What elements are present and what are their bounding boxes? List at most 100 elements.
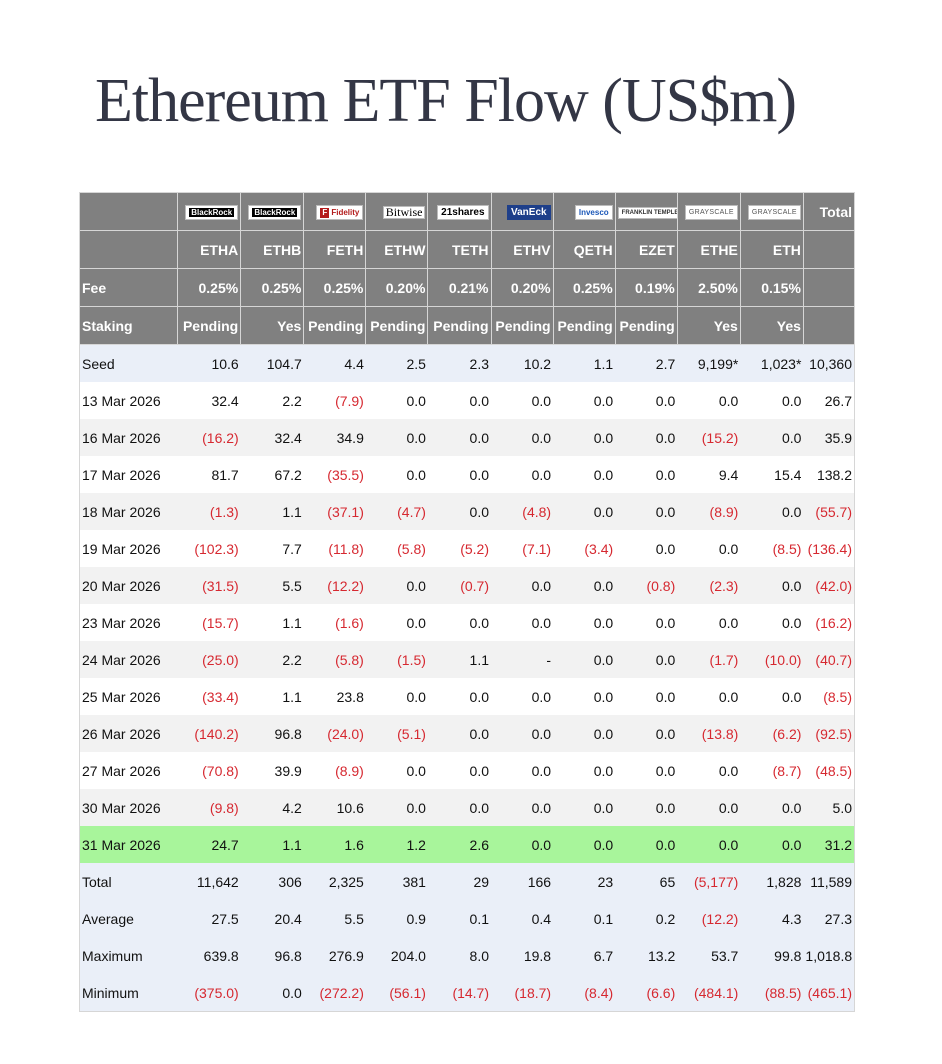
table-cell: 381 [365,863,428,900]
issuer-logo-cell: VanEck [490,192,554,231]
table-cell: 0.0 [427,382,492,419]
table-cell: 0.0 [677,678,741,715]
table-cell: (1.3) [177,493,241,530]
table-cell: 0.0 [553,826,616,863]
table-cell: 23 [553,863,616,900]
table-cell: (5.1) [365,715,428,752]
table-cell: 23.8 [303,678,366,715]
table-cell: (5.8) [365,530,428,567]
table-cell: 0.0 [615,419,678,456]
table-cell: 0.2 [615,900,678,937]
table-cell: (31.5) [177,567,241,604]
issuer-logo-cell: BlackRock [240,192,305,231]
table-row: 24 Mar 2026 (25.0) 2.2 (5.8) (1.5) 1.1-0.0 0.0… [79,641,855,678]
table-cell: (70.8) [177,752,241,789]
table-cell: (16.2) [177,419,241,456]
fee-cell: 0.15% [739,268,804,307]
fee-label: Fee [78,268,179,307]
table-cell: (484.1) [677,974,741,1012]
table-cell: 0.0 [427,419,492,456]
row-label: Maximum [79,937,178,974]
table-cell: 35.9 [803,419,855,456]
table-cell: 0.0 [365,419,428,456]
table-cell: 4.4 [303,344,366,382]
row-label: 19 Mar 2026 [79,530,178,567]
table-row: 25 Mar 2026 (33.4) 1.1 23.8 0.0 0.0 0.0 0.0 0.0 0… [79,678,855,715]
table-cell: 1.6 [303,826,366,863]
row-label: 26 Mar 2026 [79,715,178,752]
table-cell: (5.8) [303,641,366,678]
table-cell: (8.5) [740,530,804,567]
table-cell: 67.2 [240,456,304,493]
table-cell: (35.5) [303,456,366,493]
table-cell: 0.0 [553,456,616,493]
table-cell: 0.0 [365,752,428,789]
table-row: Maximum 639.8 96.8 276.9 204.0 8.0 19.8 6.7 13.2… [79,937,855,974]
fee-cell: 0.25% [552,268,616,307]
table-row: 23 Mar 2026 (15.7) 1.1 (1.6) 0.0 0.0 0.0 0.0 0.0… [79,604,855,641]
table-cell: (1.5) [365,641,428,678]
table-cell: (0.8) [615,567,678,604]
table-row: 26 Mar 2026 (140.2) 96.8 (24.0) (5.1) 0.0 0.0 0… [79,715,855,752]
table-cell: (33.4) [177,678,241,715]
invesco-logo: Invesco [574,204,613,220]
ticker-cell: ETH [739,230,804,269]
table-cell: 65 [615,863,678,900]
table-cell: 13.2 [615,937,678,974]
table-cell: 0.0 [740,382,804,419]
table-cell: 166 [491,863,554,900]
table-cell: 0.0 [677,604,741,641]
table-cell: 39.9 [240,752,304,789]
ticker-cell: FETH [303,230,367,269]
issuer-logo-cell: Invesco [552,192,616,231]
table-cell: 0.0 [615,789,678,826]
row-label: 20 Mar 2026 [79,567,178,604]
table-cell: 0.0 [427,752,492,789]
table-cell: 0.0 [491,715,554,752]
issuer-logo-cell: GRAYSCALE [676,192,741,231]
table-row: Average 27.5 20.4 5.5 0.9 0.1 0.4 0.1 0.2 (12.2) 4… [79,900,855,937]
row-label: Minimum [79,974,178,1012]
table-cell: (11.8) [303,530,366,567]
row-label: Total [79,863,178,900]
issuer-logo-cell: F Fidelity [303,192,367,231]
table-cell: 0.0 [491,678,554,715]
row-label: Seed [79,344,178,382]
table-cell: 0.0 [553,493,616,530]
staking-cell: Yes [676,306,741,345]
table-cell: 5.5 [240,567,304,604]
table-cell: 9,199* [677,344,741,382]
table-cell: 0.0 [365,567,428,604]
fee-cell: 0.20% [365,268,429,307]
table-cell: (37.1) [303,493,366,530]
fidelity-logo: F Fidelity [316,204,364,220]
table-cell: 0.1 [427,900,492,937]
table-cell: 10.2 [491,344,554,382]
table-cell: 0.0 [553,604,616,641]
ticker-cell: ETHW [365,230,429,269]
table-cell: (8.9) [677,493,741,530]
table-cell: (8.7) [740,752,804,789]
table-cell: (13.8) [677,715,741,752]
ticker-cell: ETHV [490,230,554,269]
table-cell: 204.0 [365,937,428,974]
table-cell: (24.0) [303,715,366,752]
table-cell: (8.4) [553,974,616,1012]
table-cell: 0.0 [491,604,554,641]
table-cell: (88.5) [740,974,804,1012]
row-label: 23 Mar 2026 [79,604,178,641]
table-cell: 0.0 [427,789,492,826]
table-cell: (1.6) [303,604,366,641]
table-cell: 0.0 [677,826,741,863]
table-cell: (2.3) [677,567,741,604]
table-cell: 0.0 [553,382,616,419]
table-cell: 0.0 [553,752,616,789]
table-cell: 19.8 [491,937,554,974]
table-cell: (18.7) [491,974,554,1012]
table-cell: 11,642 [177,863,241,900]
table-row: Minimum (375.0) 0.0 (272.2) (56.1) (14.7) (18.… [79,974,855,1012]
table-cell: (136.4) [803,530,855,567]
table-cell: (465.1) [803,974,855,1012]
vaneck-logo: VanEck [507,204,551,220]
table-cell: 81.7 [177,456,241,493]
